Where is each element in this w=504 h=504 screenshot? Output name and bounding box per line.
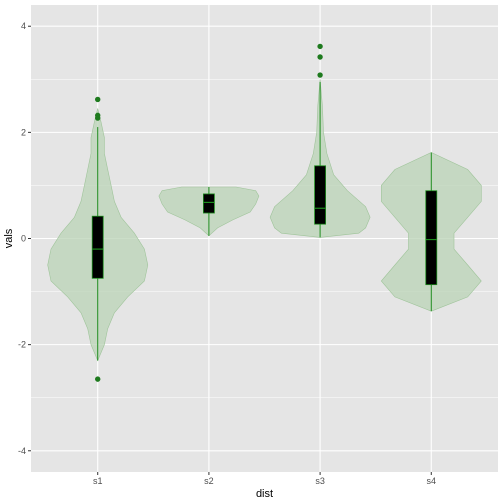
outlier-point-s3 [317,43,323,50]
box-s3 [314,165,326,225]
y-tick-label: -4 [18,446,26,456]
y-tick-label: 4 [21,21,26,31]
outlier-point-s1 [95,376,101,382]
x-tick-label-s3: s3 [315,476,325,486]
y-tick-label: 0 [21,234,26,244]
y-tick-label: -2 [18,340,26,350]
x-tick-label-s2: s2 [204,476,214,486]
outlier-point-s1 [95,96,101,103]
y-axis-title: vals [3,228,15,248]
x-axis-ticks: s1 s2 s3 s4 [93,472,436,486]
y-axis-ticks: -4 -2 0 2 4 [18,21,31,456]
outlier-point-s3 [317,72,323,78]
x-tick-label-s1: s1 [93,476,103,486]
x-axis-title: dist [256,488,273,500]
box-s4 [425,190,438,286]
box-s2 [203,193,215,214]
y-tick-label: 2 [21,127,26,137]
outlier-point-s3 [317,54,323,60]
outlier-point-s1 [95,115,101,121]
x-tick-label-s4: s4 [427,476,437,486]
box-s1 [91,215,104,279]
violin-layer [47,43,482,382]
